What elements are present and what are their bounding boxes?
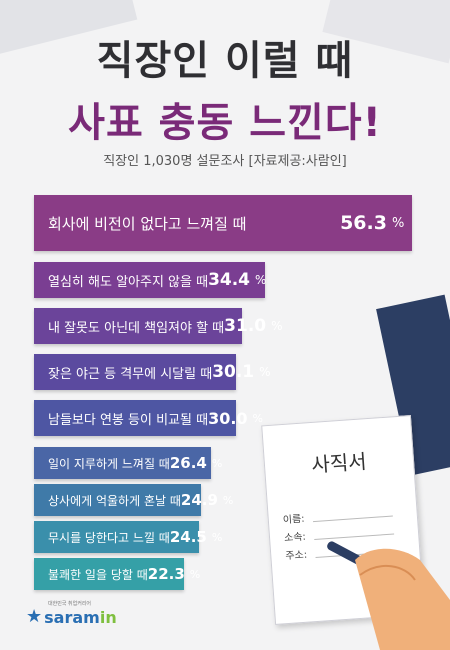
bar-value: 24.5 [169,528,207,546]
bar-value: 56.3 [340,212,387,234]
letter-field-dept: 소속: [283,531,307,545]
bar-8: 무시를 당한다고 느낄 때 24.5% [34,521,222,553]
bar-1: 회사에 비전이 없다고 느껴질 때 56.3% [34,195,413,251]
bar-unit: % [211,530,223,544]
bar-5: 남들보다 연봉 등이 비교될 때 30.0% [34,400,263,436]
subtitle: 직장인 1,030명 설문조사 [자료제공:사람인] [103,154,347,169]
bar-9: 불쾌한 일을 당할 때 22.3% [34,558,200,590]
title-line2: 사표 충동 느낀다! [68,100,382,146]
bar-value: 24.9 [180,491,218,509]
bar-unit: % [252,411,263,425]
bar-label: 일이 지루하게 느껴질 때 [48,456,170,471]
bar-label: 잦은 야근 등 격무에 시달릴 때 [48,366,213,382]
logo-name: saram [44,608,100,627]
bar-value: 22.3 [147,565,185,583]
resignation-letter: 사직서 이름: 소속: 주소: [261,415,425,625]
bar-label: 회사에 비전이 없다고 느껴질 때 [48,214,247,233]
bar-label: 내 잘못도 아닌데 책임져야 할 때 [48,320,225,336]
bar-2: 열심히 해도 알아주지 않을 때 34.4% [34,262,267,298]
saramin-logo: 대한민국 취업커리어 ★ saramin [26,601,117,627]
bar-label: 상사에게 억울하게 혼날 때 [48,493,181,508]
bar-value: 30.0 [208,408,248,428]
bar-unit: % [391,215,405,231]
logo-wordmark: saramin [44,608,117,627]
bar-label: 남들보다 연봉 등이 비교될 때 [48,412,209,428]
bar-unit: % [259,365,271,379]
letter-field-address: 주소: [285,549,308,563]
bar-unit: % [211,456,223,470]
logo-tagline: 대한민국 취업커리어 [48,601,91,607]
title-line1: 직장인 이럴 때 [96,38,354,84]
bar-unit: % [189,567,201,581]
bar-unit: % [222,493,234,507]
bar-value: 31.0 [224,316,267,336]
letter-line [314,533,395,541]
letter-line [315,551,396,559]
bar-4: 잦은 야근 등 격무에 시달릴 때 30.1% [34,354,271,390]
bar-value: 34.4 [208,270,251,290]
bar-unit: % [271,319,283,333]
bar-value: 26.4 [169,454,207,472]
bar-unit: % [255,273,267,287]
letter-title: 사직서 [310,449,368,478]
star-icon: ★ [26,606,43,627]
bar-7: 상사에게 억울하게 혼날 때 24.9% [34,484,233,516]
letter-line [313,515,393,523]
letter-field-name: 이름: [282,513,306,527]
bar-label: 무시를 당한다고 느낄 때 [48,530,170,545]
bar-3: 내 잘못도 아닌데 책임져야 할 때 31.0% [34,308,283,344]
bar-label: 불쾌한 일을 당할 때 [48,567,148,582]
bar-value: 30.1 [212,362,255,382]
logo-name-suffix: in [99,608,117,627]
bar-label: 열심히 해도 알아주지 않을 때 [48,274,209,290]
bar-6: 일이 지루하게 느껴질 때 26.4% [34,447,222,479]
